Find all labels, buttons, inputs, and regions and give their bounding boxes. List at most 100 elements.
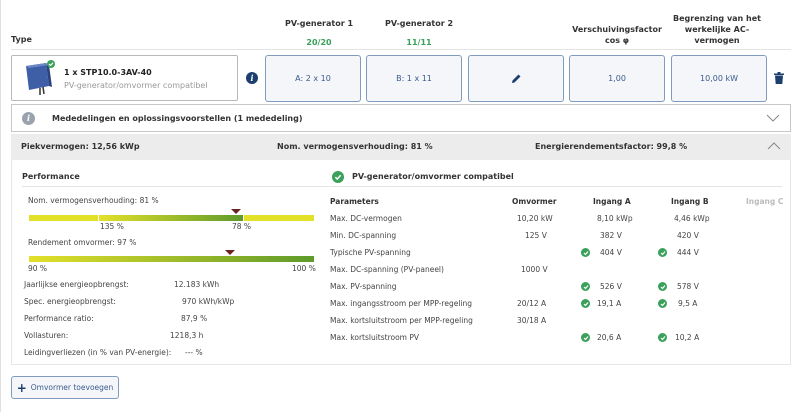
check-circle-icon	[332, 171, 344, 183]
detail-panel: Performance Nom. vermogensverhouding: 81…	[11, 160, 791, 365]
stat-value: 1218,3 h	[170, 331, 204, 340]
param-input-b: 444 V	[677, 248, 699, 257]
add-inverter-label: Omvormer toevoegen	[30, 383, 114, 392]
performance-title: Performance	[22, 172, 80, 181]
ratio-label: Nom. vermogensverhouding: 81 %	[28, 196, 159, 205]
stat-label: Jaarlijkse energieopbrengst:	[24, 280, 129, 289]
check-circle-icon	[581, 299, 590, 308]
pv-generator-2-title: PV-generator 2	[384, 19, 454, 28]
param-input-a: 20,6 A	[597, 333, 622, 342]
pv-generator-b-button[interactable]: B: 1 x 11	[366, 55, 462, 102]
stat-value: 970 kWh/kWp	[182, 297, 235, 306]
param-input-b: 578 V	[677, 282, 699, 291]
param-input-b: 4,46 kWp	[674, 214, 710, 223]
stat-value: --- %	[185, 348, 203, 357]
param-name: Max. PV-spanning	[330, 282, 397, 291]
divider	[330, 186, 782, 187]
check-circle-icon	[658, 248, 667, 257]
ac-limit-value-button[interactable]: 10,00 kW	[671, 55, 767, 102]
cos-phi-header: Verschuivingsfactor cos φ	[567, 24, 667, 46]
ac-limit-header: Begrenzing van het werkelijke AC- vermog…	[667, 13, 767, 46]
check-circle-icon	[581, 333, 590, 342]
table-header: Type PV-generator 1 20/20 PV-generator 2…	[11, 0, 791, 50]
compat-title: PV-generator/omvormer compatibel	[352, 172, 514, 181]
param-name: Typische PV-spanning	[330, 248, 411, 257]
efficiency-tick-max: 100 %	[292, 264, 316, 273]
param-input-b: 9,5 A	[678, 299, 698, 308]
param-inverter: 30/18 A	[517, 316, 547, 325]
type-column-header: Type	[11, 35, 32, 44]
trash-icon[interactable]	[774, 72, 784, 84]
stat-label: Performance ratio:	[24, 314, 94, 323]
param-input-b: 420 V	[677, 231, 699, 240]
stat-value: 12.183 kWh	[174, 280, 220, 289]
inverter-card[interactable]: 1 x STP10.0-3AV-40 PV-generator/omvormer…	[11, 55, 238, 101]
param-name: Max. DC-spanning (PV-paneel)	[330, 265, 444, 274]
edit-button[interactable]	[468, 55, 564, 102]
pv-generator-2-header: PV-generator 2 11/11	[369, 18, 469, 48]
summary-bar[interactable]: Piekvermogen: 12,56 kWp Nom. vermogensve…	[11, 134, 791, 160]
efficiency-tick-min: 90 %	[28, 264, 48, 273]
chevron-down-icon[interactable]	[766, 112, 780, 124]
param-input-b: 10,2 A	[675, 333, 700, 342]
stat-label: Vollasturen:	[24, 331, 69, 340]
param-name: Max. kortsluitstroom PV	[330, 333, 420, 342]
pv-generator-2-count: 11/11	[406, 38, 432, 47]
ratio-bar-low	[29, 215, 98, 221]
check-circle-icon	[581, 282, 590, 291]
pv-generator-a-button[interactable]: A: 2 x 10	[265, 55, 361, 102]
check-circle-icon	[658, 299, 667, 308]
param-inverter: 10,20 kW	[517, 214, 553, 223]
pv-generator-1-header: PV-generator 1 20/20	[269, 18, 369, 48]
stat-label: Spec. energieopbrengst:	[24, 297, 116, 306]
efficiency-bar	[29, 256, 314, 262]
chevron-up-icon[interactable]	[767, 140, 781, 152]
peak-power: Piekvermogen: 12,56 kWp	[21, 142, 140, 151]
inverter-title: 1 x STP10.0-3AV-40	[64, 68, 152, 77]
check-circle-icon	[581, 248, 590, 257]
col-parameters: Parameters	[330, 197, 379, 206]
ratio-tick-78: 78 %	[232, 222, 252, 231]
ratio-bar-optimal	[99, 215, 243, 221]
cos-phi-header-line2: cos φ	[604, 36, 630, 45]
col-inverter: Omvormer	[512, 197, 557, 206]
param-input-a: 8,10 kWp	[597, 214, 633, 223]
ac-limit-header-line2: werkelijke AC-	[684, 25, 750, 34]
ac-limit-header-line1: Begrenzing van het	[673, 14, 761, 23]
stat-value: 87,9 %	[181, 314, 208, 323]
notices-title: Mededelingen en oplossingsvoorstellen (1…	[52, 114, 303, 123]
check-circle-icon	[658, 333, 667, 342]
pv-generator-1-title: PV-generator 1	[284, 19, 354, 28]
divider	[22, 186, 329, 187]
add-inverter-button[interactable]: + Omvormer toevoegen	[11, 376, 119, 399]
param-name: Max. ingangsstroom per MPP-regeling	[330, 299, 473, 308]
col-input-c: Ingang C	[746, 197, 784, 206]
param-input-a: 19,1 A	[597, 299, 622, 308]
stat-label: Leidingverliezen (in % van PV-energie):	[24, 348, 172, 357]
notice-info-icon: i	[22, 112, 35, 125]
energy-efficiency-factor: Energierendementsfactor: 99,8 %	[535, 142, 688, 151]
inverter-compat-status: PV-generator/omvormer compatibel	[64, 81, 208, 90]
nominal-power-ratio: Nom. vermogensverhouding: 81 %	[277, 142, 433, 151]
param-input-a: 382 V	[600, 231, 622, 240]
inverter-image	[26, 60, 55, 95]
check-circle-icon	[658, 282, 667, 291]
param-name: Max. DC-vermogen	[330, 214, 402, 223]
param-inverter: 1000 V	[521, 265, 548, 274]
ratio-bar-high	[244, 215, 314, 221]
pencil-icon	[511, 74, 520, 83]
param-name: Max. kortsluitstroom per MPP-regeling	[330, 316, 473, 325]
param-input-a: 526 V	[600, 282, 622, 291]
col-input-b: Ingang B	[671, 197, 709, 206]
ratio-tick-135: 135 %	[100, 222, 124, 231]
cos-phi-value-button[interactable]: 1,00	[569, 55, 665, 102]
param-inverter: 20/12 A	[517, 299, 547, 308]
efficiency-marker-icon	[225, 250, 235, 255]
info-icon[interactable]: i	[246, 72, 258, 84]
notices-panel[interactable]: i Mededelingen en oplossingsvoorstellen …	[11, 104, 791, 132]
col-input-a: Ingang A	[593, 197, 631, 206]
ratio-marker-icon	[231, 209, 241, 214]
param-name: Min. DC-spanning	[330, 231, 397, 240]
pv-generator-1-count: 20/20	[306, 38, 332, 47]
